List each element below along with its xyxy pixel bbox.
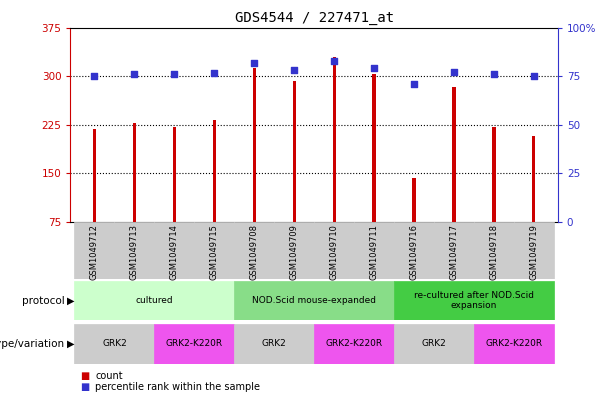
Bar xyxy=(514,222,554,279)
Text: GSM1049716: GSM1049716 xyxy=(409,224,419,280)
Bar xyxy=(154,324,234,364)
Text: re-cultured after NOD.Scid
expansion: re-cultured after NOD.Scid expansion xyxy=(414,291,534,310)
Bar xyxy=(474,324,554,364)
Bar xyxy=(474,222,514,279)
Bar xyxy=(314,324,394,364)
Point xyxy=(449,69,459,75)
Bar xyxy=(253,68,256,222)
Point xyxy=(369,65,379,72)
Bar xyxy=(292,81,296,222)
Point xyxy=(409,81,419,87)
Text: cultured: cultured xyxy=(135,296,173,305)
Point xyxy=(129,71,139,77)
Text: GRK2: GRK2 xyxy=(422,340,446,348)
Bar xyxy=(213,120,216,222)
Text: genotype/variation: genotype/variation xyxy=(0,339,64,349)
Bar xyxy=(274,222,314,279)
Bar xyxy=(75,324,154,364)
Point xyxy=(210,70,219,76)
Bar xyxy=(154,222,194,279)
Bar xyxy=(314,222,354,279)
Bar xyxy=(234,281,394,320)
Text: protocol: protocol xyxy=(21,296,64,306)
Text: NOD.Scid mouse-expanded: NOD.Scid mouse-expanded xyxy=(252,296,376,305)
Bar xyxy=(115,222,154,279)
Bar xyxy=(354,222,394,279)
Point xyxy=(89,73,99,79)
Point xyxy=(329,57,339,64)
Text: ▶: ▶ xyxy=(67,339,75,349)
Text: GSM1049715: GSM1049715 xyxy=(210,224,219,280)
Bar xyxy=(75,222,115,279)
Text: GSM1049711: GSM1049711 xyxy=(370,224,379,280)
Text: ■: ■ xyxy=(80,382,89,392)
Point xyxy=(249,59,259,66)
Bar xyxy=(332,57,336,222)
Text: GSM1049719: GSM1049719 xyxy=(530,224,538,280)
Text: ▶: ▶ xyxy=(67,296,75,306)
Bar xyxy=(93,129,96,222)
Text: GSM1049714: GSM1049714 xyxy=(170,224,179,280)
Bar xyxy=(492,127,495,222)
Bar xyxy=(394,281,554,320)
Point xyxy=(169,71,179,77)
Point xyxy=(289,67,299,73)
Text: GSM1049713: GSM1049713 xyxy=(130,224,139,280)
Text: GSM1049709: GSM1049709 xyxy=(290,224,299,280)
Text: GRK2-K220R: GRK2-K220R xyxy=(485,340,543,348)
Text: GSM1049708: GSM1049708 xyxy=(249,224,259,280)
Point xyxy=(489,71,499,77)
Bar xyxy=(173,127,176,222)
Bar xyxy=(413,178,416,222)
Bar xyxy=(532,136,536,222)
Title: GDS4544 / 227471_at: GDS4544 / 227471_at xyxy=(235,11,394,25)
Text: GRK2: GRK2 xyxy=(102,340,127,348)
Text: ■: ■ xyxy=(80,371,89,381)
Text: GRK2: GRK2 xyxy=(262,340,287,348)
Text: GRK2-K220R: GRK2-K220R xyxy=(326,340,383,348)
Bar xyxy=(394,324,474,364)
Bar xyxy=(234,222,274,279)
Bar xyxy=(452,87,455,222)
Bar xyxy=(194,222,234,279)
Bar xyxy=(133,123,136,222)
Bar xyxy=(434,222,474,279)
Text: GSM1049712: GSM1049712 xyxy=(90,224,99,280)
Text: GSM1049717: GSM1049717 xyxy=(449,224,459,280)
Text: GSM1049710: GSM1049710 xyxy=(330,224,338,280)
Text: count: count xyxy=(95,371,123,381)
Point xyxy=(529,73,539,79)
Bar xyxy=(394,222,434,279)
Bar xyxy=(373,74,376,222)
Bar xyxy=(234,324,314,364)
Bar xyxy=(75,281,234,320)
Text: GSM1049718: GSM1049718 xyxy=(489,224,498,280)
Text: percentile rank within the sample: percentile rank within the sample xyxy=(95,382,260,392)
Text: GRK2-K220R: GRK2-K220R xyxy=(166,340,223,348)
